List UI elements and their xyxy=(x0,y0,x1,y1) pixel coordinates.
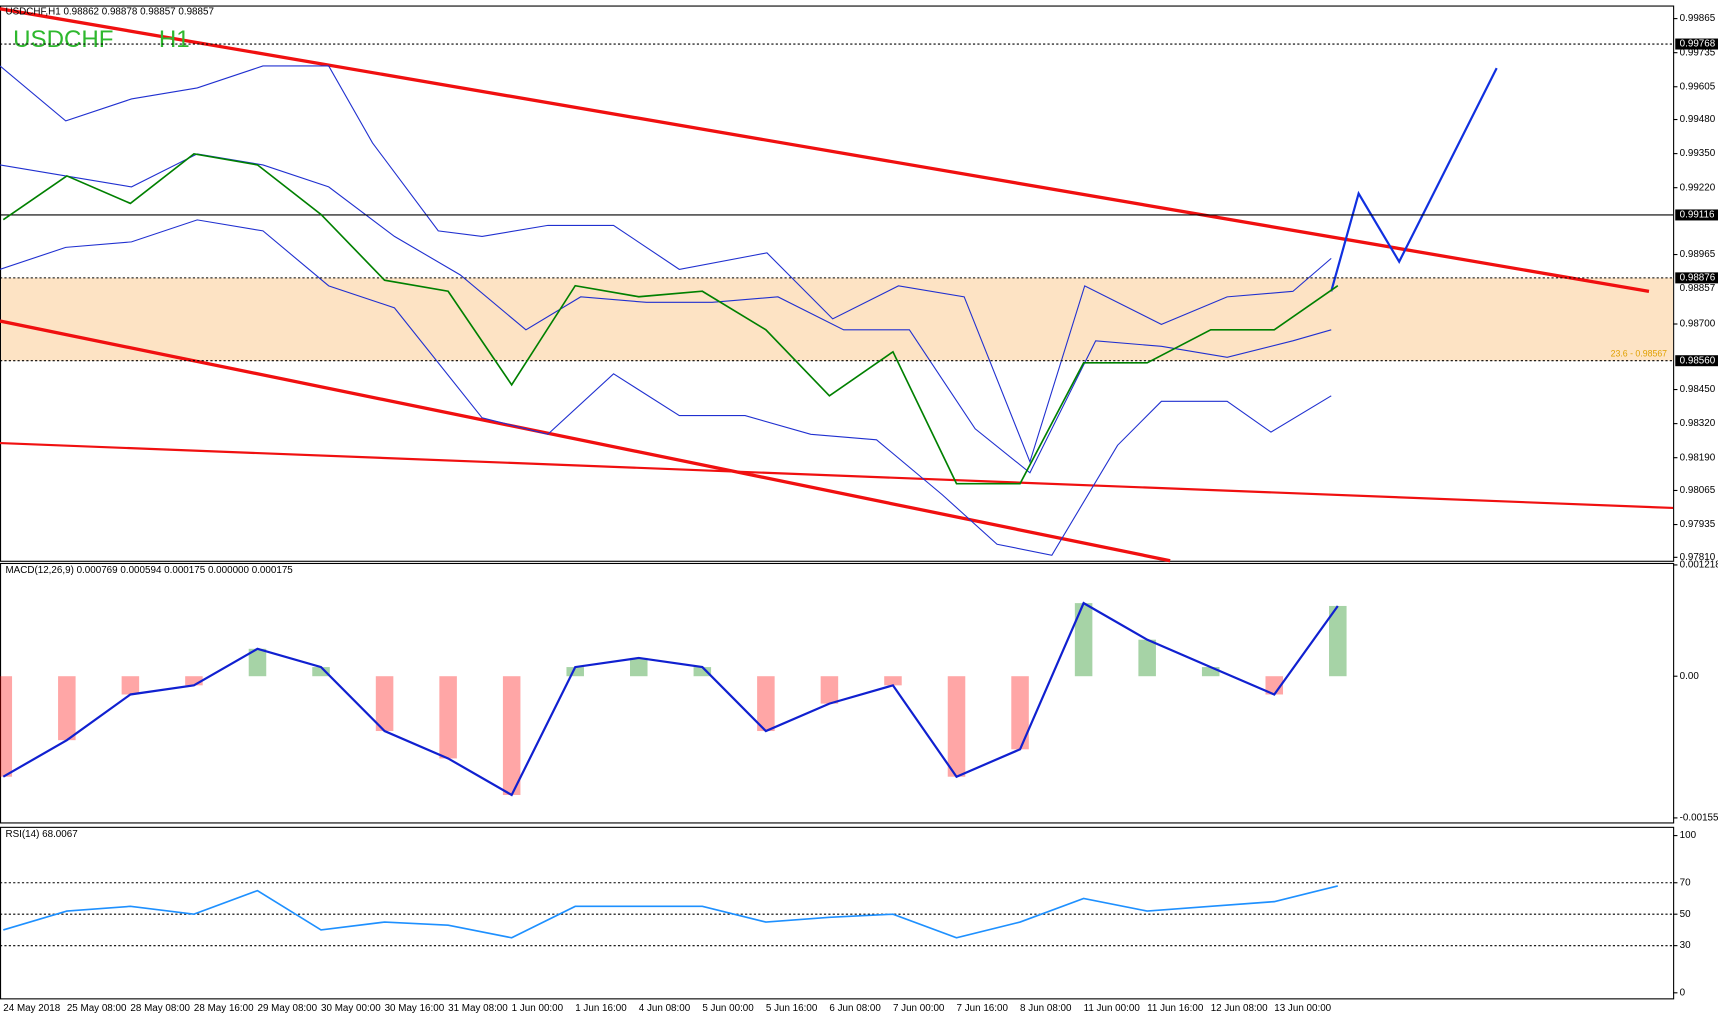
time-label: 12 Jun 08:00 xyxy=(1211,1003,1268,1014)
macd-bar xyxy=(820,676,839,704)
macd-bar xyxy=(439,676,457,759)
rsi-frame xyxy=(0,826,1675,1000)
price-tick-label: 0.98065 xyxy=(1680,485,1716,496)
macd-bar xyxy=(502,676,521,795)
price-tick-label: 0.99220 xyxy=(1680,182,1716,193)
symbol-info: USDCHF,H1 0.98862 0.98878 0.98857 0.9885… xyxy=(5,7,213,18)
price-tick-label: 0.97810 xyxy=(1680,552,1716,563)
macd-bar xyxy=(947,676,966,777)
rsi-line xyxy=(3,885,1339,939)
time-label: 11 Jun 16:00 xyxy=(1147,1003,1204,1014)
time-label: 30 May 00:00 xyxy=(321,1003,381,1014)
time-label: 30 May 16:00 xyxy=(385,1003,445,1014)
time-label: 13 Jun 00:00 xyxy=(1274,1003,1331,1014)
level-label: 0.99768 xyxy=(1680,39,1716,50)
fib-label: 23.6 - 0.98567 xyxy=(1611,348,1668,358)
macd-line xyxy=(2,601,1339,797)
macd-bar xyxy=(1011,676,1029,750)
time-label: 28 May 16:00 xyxy=(194,1003,254,1014)
level-box xyxy=(1675,272,1718,284)
macd-bar xyxy=(566,667,584,677)
price-tick-label: 0.99865 xyxy=(1680,13,1716,24)
time-label: 6 Jun 08:00 xyxy=(829,1003,881,1014)
trendline xyxy=(0,441,1674,510)
price-tick-label: 0.99350 xyxy=(1680,148,1716,159)
price-line xyxy=(2,152,1339,485)
price-tick-label: 0.98320 xyxy=(1680,418,1716,429)
price-tick-label: 0.98965 xyxy=(1680,249,1716,260)
symbol-label: USDCHF xyxy=(13,26,113,53)
time-label: 4 Jun 08:00 xyxy=(639,1003,691,1014)
macd-bar xyxy=(312,667,330,677)
level-label: 0.99116 xyxy=(1680,210,1715,221)
price-tick-label: 0.99480 xyxy=(1680,114,1716,125)
bollinger-lower xyxy=(0,219,1332,556)
rsi-tick-label: 70 xyxy=(1680,877,1691,888)
price-tick-label: 0.98450 xyxy=(1680,384,1716,395)
time-label: 7 Jun 00:00 xyxy=(893,1003,945,1014)
price-tick-label: 0.99735 xyxy=(1680,47,1716,58)
time-label: 5 Jun 16:00 xyxy=(766,1003,818,1014)
time-label: 8 Jun 08:00 xyxy=(1020,1003,1072,1014)
main-frame xyxy=(0,5,1675,562)
macd-bar xyxy=(1329,605,1347,677)
time-label: 5 Jun 00:00 xyxy=(702,1003,754,1014)
macd-bar xyxy=(0,676,13,777)
level-box xyxy=(1675,38,1718,50)
time-label: 1 Jun 16:00 xyxy=(575,1003,627,1014)
macd-bar xyxy=(1138,639,1156,677)
price-tick-label: 0.99605 xyxy=(1680,81,1716,92)
macd-bar xyxy=(630,657,648,677)
rsi-tick-label: 30 xyxy=(1680,940,1691,951)
macd-bar xyxy=(121,676,140,695)
price-tick-label: 0.98190 xyxy=(1680,452,1716,463)
time-label: 11 Jun 00:00 xyxy=(1084,1003,1141,1014)
time-label: 24 May 2018 xyxy=(3,1003,60,1014)
level-label: 0.98876 xyxy=(1680,272,1716,283)
level-box xyxy=(1675,209,1718,221)
time-label: 28 May 08:00 xyxy=(130,1003,190,1014)
time-label: 29 May 08:00 xyxy=(257,1003,317,1014)
rsi-title: RSI(14) 68.0067 xyxy=(5,829,77,840)
macd-bar xyxy=(693,667,712,677)
forecast-arrow xyxy=(1330,67,1498,292)
macd-bar xyxy=(757,676,775,732)
macd-bar xyxy=(185,676,203,686)
price-tick-label: 0.98700 xyxy=(1680,319,1716,330)
time-label: 25 May 08:00 xyxy=(67,1003,127,1014)
time-label: 7 Jun 16:00 xyxy=(957,1003,1009,1014)
macd-tick-label: 0.001218 xyxy=(1680,560,1718,571)
rsi-tick-label: 50 xyxy=(1680,909,1691,920)
time-label: 31 May 08:00 xyxy=(448,1003,508,1014)
rsi-tick-label: 0 xyxy=(1680,987,1686,998)
current-price-label: 0.98857 xyxy=(1680,283,1716,294)
macd-frame xyxy=(0,562,1675,824)
time-label: 1 Jun 00:00 xyxy=(512,1003,564,1014)
macd-tick-label: 0.00 xyxy=(1680,671,1700,682)
macd-title: MACD(12,26,9) 0.000769 0.000594 0.000175… xyxy=(5,565,293,576)
macd-bar xyxy=(58,676,76,741)
level-box xyxy=(1675,355,1718,367)
bollinger-upper xyxy=(0,65,1332,464)
support-zone xyxy=(1,277,1674,361)
rsi-tick-label: 100 xyxy=(1680,830,1697,841)
macd-bar xyxy=(375,676,394,732)
macd-bar xyxy=(884,676,902,686)
price-tick-label: 0.97935 xyxy=(1680,519,1716,530)
timeframe-label: H1 xyxy=(159,26,190,53)
level-label: 0.98560 xyxy=(1680,355,1716,366)
trendline xyxy=(0,7,1650,293)
macd-bar xyxy=(248,648,267,677)
macd-bar xyxy=(1074,603,1093,677)
macd-bar xyxy=(1201,667,1220,677)
